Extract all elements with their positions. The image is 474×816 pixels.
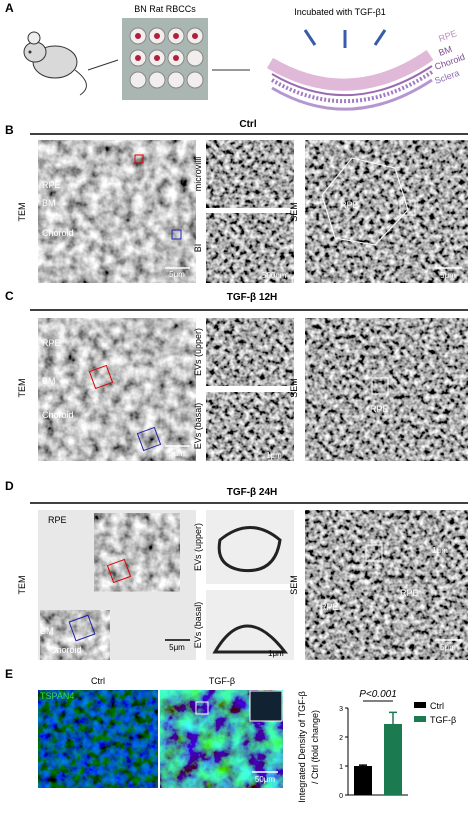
inset-label: microvilli <box>193 157 203 192</box>
method-label: SEM <box>289 575 299 595</box>
roi-box <box>136 426 162 452</box>
legend-swatch <box>414 716 426 722</box>
layer-label: RPE <box>437 28 458 44</box>
roi-box <box>68 614 96 642</box>
inset-image <box>206 140 294 208</box>
annotation: P<0.001 <box>359 689 397 700</box>
treatment-label: Incubated with TGF-β1 <box>294 7 386 17</box>
scale-label: 50μm <box>255 775 276 784</box>
tem-label: BM <box>42 376 56 386</box>
tem-label: Choroid <box>50 645 82 655</box>
panel-letter: D <box>5 479 14 493</box>
y-axis-label: / Ctrl (fold change) <box>310 710 320 784</box>
inset-structure <box>212 624 289 654</box>
roi-box <box>171 229 182 240</box>
fluorescence-image <box>38 690 158 788</box>
mouse-icon <box>23 31 87 96</box>
outline <box>321 157 409 246</box>
roi-box <box>88 364 114 390</box>
roi-box <box>399 199 416 216</box>
tem-label: Choroid <box>42 228 74 238</box>
image-title: Ctrl <box>91 676 105 686</box>
layer-label: BM <box>437 44 453 58</box>
scale-label: 5μm <box>169 449 185 458</box>
inset-image <box>206 392 294 461</box>
sem-label: RPE <box>370 404 389 414</box>
zoom-inset <box>415 319 467 369</box>
scale-label: 5μm <box>169 643 185 652</box>
y-tick-label: 2 <box>339 735 343 742</box>
zoom-inset <box>415 511 467 561</box>
inset-label: EVs (basal) <box>193 602 203 649</box>
bar <box>354 766 372 795</box>
panel-header: TGF-β 24H <box>227 487 278 498</box>
y-tick-label: 1 <box>339 764 343 771</box>
scale-label: 5μm <box>169 270 185 279</box>
method-label: TEM <box>17 379 27 398</box>
layer-label: Choroid <box>433 52 466 72</box>
panel-letter: C <box>5 289 14 303</box>
image-title: TGF-β <box>209 676 235 686</box>
scale-label: 500nm <box>262 271 287 280</box>
scale-label: 5μm <box>440 271 456 280</box>
inset-label: EVs (basal) <box>193 403 203 450</box>
inset-image <box>206 318 294 386</box>
bar <box>384 723 402 795</box>
inset-structure <box>217 526 282 573</box>
roi-box <box>371 377 389 395</box>
method-label: TEM <box>17 576 27 595</box>
tem-label: RPE <box>48 515 67 525</box>
zoom-inset <box>421 141 467 185</box>
tem-label: BM <box>42 198 56 208</box>
tem-label: BM <box>40 626 54 636</box>
tem-tissue <box>40 610 110 660</box>
scale-label: 1μm <box>268 649 284 658</box>
y-tick-label: 0 <box>339 793 343 800</box>
method-label: SEM <box>289 202 299 222</box>
plate-label: BN Rat RBCCs <box>134 4 196 14</box>
panel-letter: B <box>5 123 14 137</box>
inset-label: EVs (upper) <box>193 523 203 571</box>
layer-diagram <box>266 29 434 111</box>
roi-box <box>365 544 383 562</box>
scale-label: 1μm <box>432 546 448 555</box>
roi-box <box>134 154 144 164</box>
tem-image <box>38 140 196 283</box>
inset-label: BI <box>193 244 203 253</box>
tem-label: Choroid <box>42 410 74 420</box>
legend-label: TGF-β <box>430 715 456 725</box>
sem-label: RPE <box>400 588 419 598</box>
roi-box <box>195 701 209 715</box>
method-label: TEM <box>17 203 27 222</box>
tem-label: RPE <box>42 338 61 348</box>
sem-label: RPE <box>320 602 339 612</box>
scale-label: 1μm <box>266 451 282 460</box>
tem-tissue <box>94 513 180 592</box>
inset-image <box>206 213 294 283</box>
legend-label: Ctrl <box>430 701 444 711</box>
inset-label: EVs (upper) <box>193 328 203 376</box>
panel-letter: A <box>5 1 14 15</box>
sem-label: RPE <box>340 200 359 210</box>
well-plate-photo <box>122 18 208 100</box>
y-axis-label: Integrated Density of TGF-β <box>297 691 307 803</box>
roi-box <box>106 558 132 584</box>
panel-letter: E <box>5 667 13 681</box>
arrow <box>87 59 119 71</box>
legend-swatch <box>414 702 426 708</box>
tem-label: RPE <box>42 180 61 190</box>
scale-label: 5μm <box>440 643 456 652</box>
stain-label: TSPAN4 <box>40 691 74 701</box>
y-tick-label: 3 <box>339 706 343 713</box>
panel-header: TGF-β 12H <box>227 292 278 303</box>
zoom-inset <box>249 690 283 722</box>
panel-header: Ctrl <box>239 119 256 130</box>
tem-image <box>38 318 196 461</box>
method-label: SEM <box>289 378 299 398</box>
bar-chart: Integrated Density of TGF-β / Ctrl (fold… <box>297 689 456 803</box>
